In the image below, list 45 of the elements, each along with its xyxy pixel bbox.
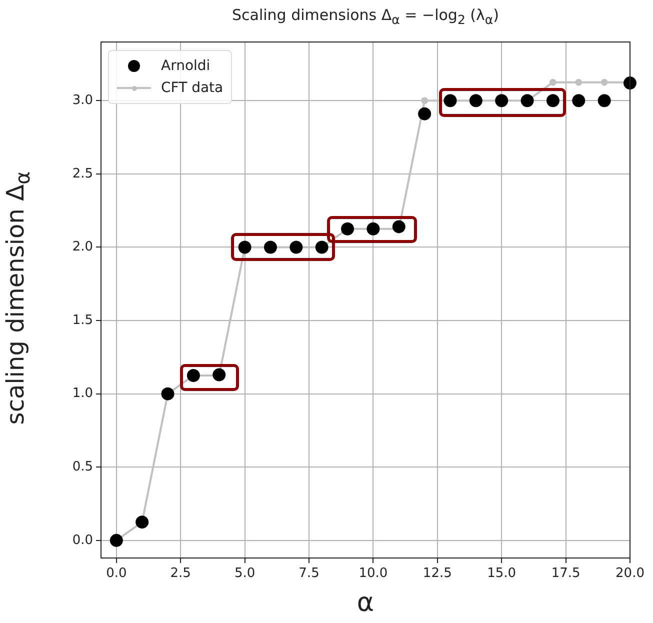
point <box>186 368 200 382</box>
x-tick-label: 15.0 <box>487 566 516 582</box>
point <box>549 78 556 86</box>
point <box>572 94 586 108</box>
point <box>421 97 428 104</box>
x-tick-label: 2.5 <box>170 566 191 582</box>
point <box>624 76 636 90</box>
point <box>110 534 123 547</box>
point <box>290 240 303 254</box>
point <box>315 240 328 254</box>
legend-label: CFT data <box>161 80 224 96</box>
point <box>495 94 508 108</box>
x-tick-label: 7.5 <box>298 566 320 582</box>
point <box>598 94 611 108</box>
y-tick-label: 0.5 <box>72 459 93 474</box>
point <box>444 94 457 108</box>
point <box>546 94 560 108</box>
y-tick-label: 1.5 <box>72 312 93 328</box>
point <box>520 94 534 108</box>
point <box>341 222 354 236</box>
point <box>575 78 582 86</box>
point <box>212 368 226 382</box>
point <box>136 516 149 529</box>
point <box>392 220 406 234</box>
point <box>469 94 482 108</box>
point <box>238 240 252 254</box>
x-tick-label: 17.5 <box>551 566 580 582</box>
y-tick-label: 2.0 <box>72 240 93 255</box>
point <box>366 222 380 236</box>
x-tick-label: 10.0 <box>358 566 388 582</box>
point <box>600 78 608 86</box>
x-tick-label: 0.0 <box>106 566 127 582</box>
y-tick-label: 2.5 <box>72 166 93 182</box>
chart-title: Scaling dimensions Δ$_{α}$ = −log$_{2}$ (λ$_{α}$) <box>231 6 500 27</box>
legend-label: Arnoldi <box>161 58 210 74</box>
x-tick-label: 12.5 <box>422 566 452 582</box>
x-tick-label: 20.0 <box>616 566 644 582</box>
x-axis-title: α <box>356 588 376 618</box>
y-tick-label: 1.0 <box>72 386 93 402</box>
x-tick-label: 5.0 <box>234 566 256 582</box>
point <box>264 240 277 254</box>
point <box>161 387 174 400</box>
point <box>418 107 432 120</box>
y-tick-label: 3.0 <box>72 93 93 108</box>
y-tick-label: 0.0 <box>72 532 93 548</box>
